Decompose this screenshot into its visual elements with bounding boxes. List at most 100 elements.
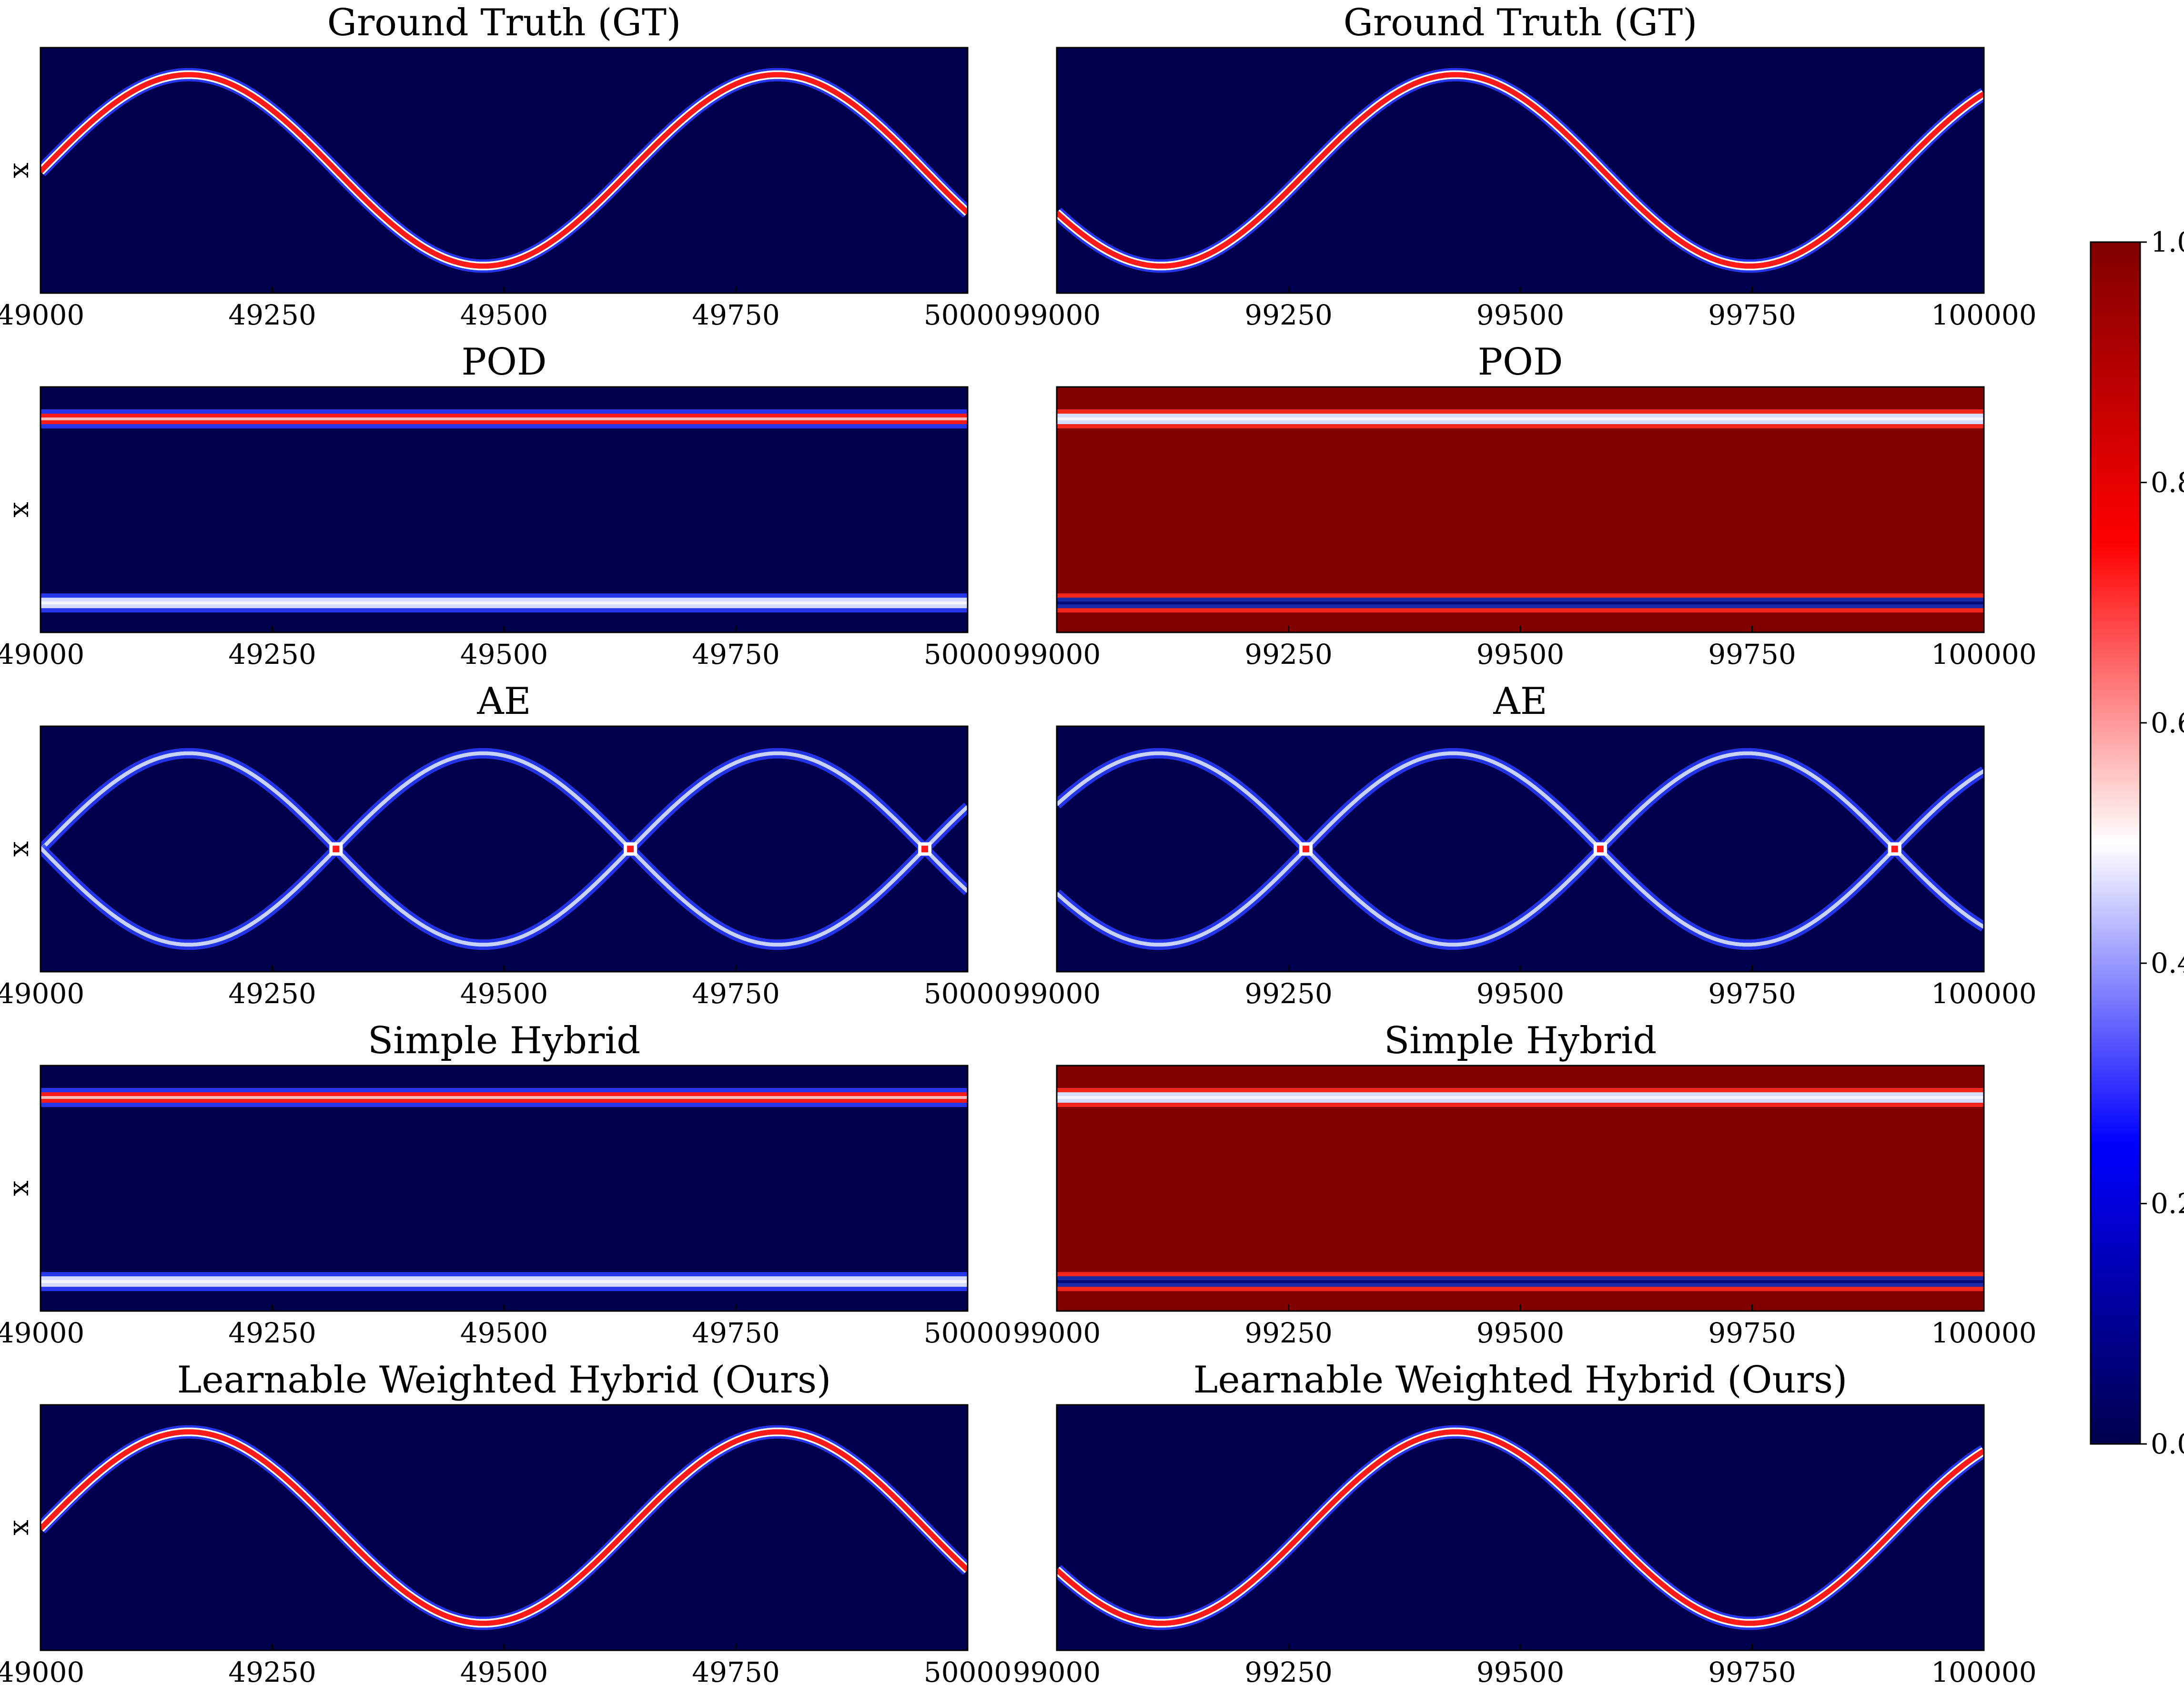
x-tick-label: 49250	[228, 299, 316, 331]
band-core-0	[1057, 1096, 1984, 1099]
panel-title: AE	[1493, 680, 1547, 723]
panel-4: 49000 49250 49500 49750 50000 AE x	[0, 680, 1011, 1010]
x-tick-label: 99250	[1244, 1317, 1333, 1349]
panel-title: AE	[476, 680, 531, 723]
x-tick-label: 99750	[1708, 1317, 1796, 1349]
panel-7: 99000 99250 99500 99750 100000 Simple Hybrid	[1013, 1019, 2037, 1349]
x-tick-label: 99000	[1013, 638, 1101, 671]
panel-title: POD	[1478, 341, 1563, 384]
panel-title: Ground Truth (GT)	[1344, 1, 1698, 44]
x-tick-label: 49000	[0, 1656, 84, 1687]
x-tick-label: 99000	[1013, 1656, 1101, 1687]
curve-line	[1057, 1429, 1984, 1626]
panel-title: POD	[462, 341, 547, 384]
x-tick-label: 99500	[1476, 299, 1565, 331]
x-tick-label: 49750	[692, 638, 780, 671]
x-tick-label: 99250	[1244, 638, 1333, 671]
x-tick-label: 50000	[924, 977, 1012, 1010]
colorbar-tick-label: 0.8	[2151, 466, 2184, 498]
x-tick-label: 49500	[460, 977, 548, 1010]
panel-0: 49000 49250 49500 49750 50000 Ground Truth (G…	[0, 1, 1011, 331]
crossing-point-core	[1891, 845, 1898, 853]
x-tick-label: 49000	[0, 638, 84, 671]
x-tick-label: 99500	[1476, 977, 1565, 1010]
x-tick-label: 49500	[460, 1656, 548, 1687]
y-axis-label: x	[2, 163, 35, 178]
y-axis-label: x	[2, 841, 35, 857]
x-tick-label: 49500	[460, 638, 548, 671]
crossing-point-core	[921, 845, 928, 853]
band-core-1	[1057, 1280, 1984, 1283]
x-tick-label: 49000	[0, 299, 84, 331]
x-tick-label: 99250	[1244, 977, 1333, 1010]
panel-title: Simple Hybrid	[1384, 1019, 1657, 1062]
crossing-point-core	[1597, 845, 1604, 853]
x-tick-label: 49750	[692, 1656, 780, 1687]
x-tick-label: 50000	[924, 638, 1012, 671]
x-tick-label: 49250	[228, 977, 316, 1010]
x-tick-label: 99750	[1708, 1656, 1796, 1687]
panel-5: 99000 99250 99500 99750 100000 AE	[1013, 680, 2037, 1010]
panel-title: Learnable Weighted Hybrid (Ours)	[1193, 1359, 1848, 1402]
x-tick-label: 100000	[1931, 1656, 2036, 1687]
crossing-point-core	[627, 845, 634, 853]
x-tick-label: 100000	[1931, 977, 2036, 1010]
x-tick-label: 50000	[924, 1656, 1012, 1687]
x-tick-label: 99500	[1476, 1656, 1565, 1687]
x-tick-label: 99500	[1476, 638, 1565, 671]
x-tick-label: 49250	[228, 1317, 316, 1349]
panel-2: 49000 49250 49500 49750 50000 POD x	[0, 341, 1011, 671]
x-tick-label: 99000	[1013, 1317, 1101, 1349]
x-tick-label: 99750	[1708, 977, 1796, 1010]
x-tick-label: 100000	[1931, 299, 2036, 331]
x-tick-label: 50000	[924, 1317, 1012, 1349]
curve-line	[1057, 72, 1984, 269]
x-tick-label: 49000	[0, 977, 84, 1010]
y-axis-label: x	[2, 1180, 35, 1196]
x-tick-label: 49750	[692, 1317, 780, 1349]
panel-8: 49000 49250 49500 49750 50000 Learnable Weigh…	[0, 1359, 1011, 1687]
colorbar: 0.0 0.2 0.4 0.6 0.8 1.0	[2090, 226, 2184, 1460]
panel-6: 49000 49250 49500 49750 50000 Simple Hybrid x	[0, 1019, 1011, 1349]
x-tick-label: 49750	[692, 299, 780, 331]
x-tick-label: 99250	[1244, 1656, 1333, 1687]
x-tick-label: 50000	[924, 299, 1012, 331]
curve-line	[40, 72, 968, 269]
x-tick-label: 49250	[228, 1656, 316, 1687]
y-axis-label: x	[2, 1520, 35, 1535]
x-tick-label: 49500	[460, 1317, 548, 1349]
band-core-1	[1057, 601, 1984, 605]
colorbar-tick-label: 1.0	[2151, 226, 2184, 258]
band-core-0	[40, 1096, 968, 1099]
panel-9: 99000 99250 99500 99750 100000 Learnable Weig…	[1013, 1359, 2037, 1687]
x-tick-label: 49000	[0, 1317, 84, 1349]
x-tick-label: 99750	[1708, 299, 1796, 331]
y-axis-label: x	[2, 502, 35, 518]
curve-line-1	[1057, 751, 1984, 947]
colorbar-gradient	[2091, 242, 2140, 1444]
band-core-0	[40, 417, 968, 420]
crossing-point-core	[1302, 845, 1309, 853]
colorbar-tick-label: 0.0	[2151, 1428, 2184, 1460]
x-tick-label: 99000	[1013, 977, 1101, 1010]
band-core-0	[1057, 417, 1984, 420]
curve-line-0	[40, 751, 968, 947]
colorbar-tick-label: 0.6	[2151, 707, 2184, 739]
x-tick-label: 100000	[1931, 1317, 2036, 1349]
x-tick-label: 99250	[1244, 299, 1333, 331]
x-tick-label: 99500	[1476, 1317, 1565, 1349]
panel-title: Learnable Weighted Hybrid (Ours)	[177, 1359, 831, 1402]
curve-line	[40, 1429, 968, 1626]
heatmap-field	[40, 726, 968, 972]
panel-3: 99000 99250 99500 99750 100000 POD	[1013, 341, 2037, 671]
x-tick-label: 99000	[1013, 299, 1101, 331]
crossing-point-core	[333, 845, 340, 853]
x-tick-label: 99750	[1708, 638, 1796, 671]
curve-line-0	[1057, 751, 1984, 947]
panel-title: Ground Truth (GT)	[327, 1, 681, 44]
colorbar-frame	[2090, 241, 2141, 1445]
colorbar-tick-label: 0.2	[2151, 1188, 2184, 1220]
band-core-1	[40, 1280, 968, 1283]
x-tick-label: 49500	[460, 299, 548, 331]
